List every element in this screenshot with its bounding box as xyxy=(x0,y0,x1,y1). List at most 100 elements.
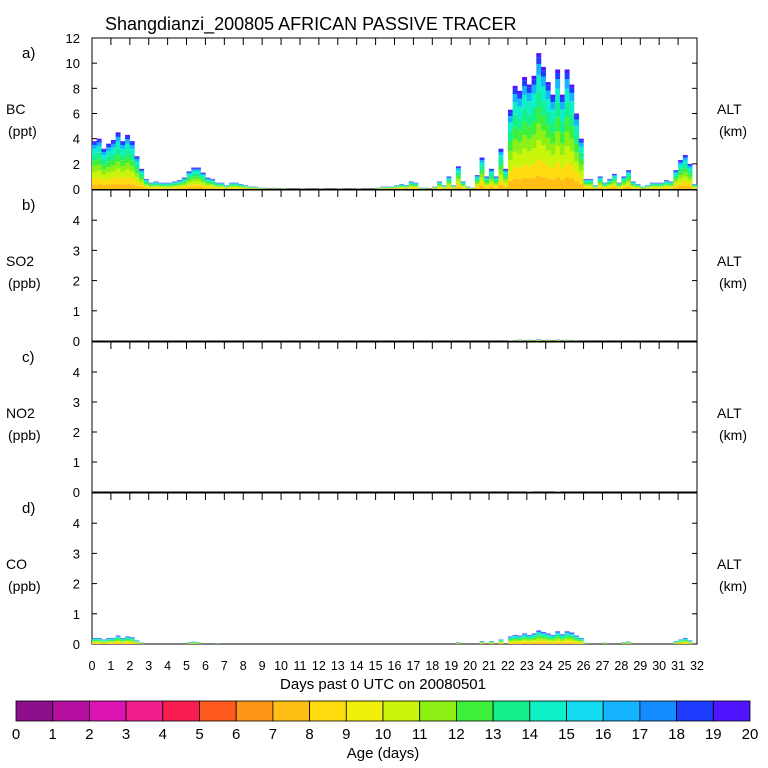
bar-age-layer xyxy=(682,168,688,173)
bar-age-layer xyxy=(115,176,121,184)
bar-age-layer xyxy=(574,113,580,116)
colorbar-cell xyxy=(566,700,604,722)
data-bar xyxy=(578,138,584,189)
bar-age-layer xyxy=(92,171,97,179)
bar-age-layer xyxy=(134,181,140,186)
bar-age-layer xyxy=(503,170,509,173)
bar-age-layer xyxy=(498,160,504,165)
bar-age-layer xyxy=(507,642,513,644)
bar-age-layer xyxy=(550,109,556,122)
bar-age-layer xyxy=(626,182,632,185)
bar-age-layer xyxy=(583,184,589,186)
data-bar xyxy=(139,168,145,189)
bar-age-layer xyxy=(550,102,556,110)
bar-age-layer xyxy=(550,636,556,638)
data-bar xyxy=(96,138,102,189)
data-bar xyxy=(517,90,523,189)
y-tick-label: 4 xyxy=(73,132,80,147)
y-tick-label: 0 xyxy=(73,334,80,349)
data-bar xyxy=(649,182,655,189)
bar-age-layer xyxy=(110,184,116,189)
bar-age-layer xyxy=(574,636,580,638)
bar-age-layer xyxy=(106,639,112,641)
bar-age-layer xyxy=(682,181,688,186)
data-bar xyxy=(262,187,268,189)
bar-age-layer xyxy=(115,636,121,637)
bar-age-layer xyxy=(512,88,518,95)
panel-frame xyxy=(91,37,698,190)
bar-age-layer xyxy=(541,115,546,131)
bar-age-layer xyxy=(673,179,679,183)
bar-age-layer xyxy=(526,635,532,637)
bar-age-layer xyxy=(489,181,494,185)
bar-age-layer xyxy=(564,131,570,146)
bar-age-layer xyxy=(210,187,216,189)
bar-age-layer xyxy=(559,143,565,156)
bar-age-layer xyxy=(630,184,636,186)
bar-age-layer xyxy=(574,637,580,639)
bar-age-layer xyxy=(507,637,513,638)
bar-age-layer xyxy=(498,151,504,156)
bar-age-layer xyxy=(654,183,660,185)
data-bar xyxy=(214,643,220,644)
data-bar xyxy=(687,163,693,189)
bar-age-layer xyxy=(541,176,546,189)
bar-age-layer xyxy=(158,185,164,187)
bar-age-layer xyxy=(200,175,206,178)
panel-letter: b) xyxy=(22,197,35,214)
bar-age-layer xyxy=(110,141,116,144)
bar-age-layer xyxy=(569,84,575,88)
colorbar-tick-label: 17 xyxy=(632,726,649,743)
bar-age-layer xyxy=(172,183,178,185)
bar-age-layer xyxy=(455,172,461,176)
bar-age-layer xyxy=(578,146,584,153)
x-tick-label: 23 xyxy=(520,659,534,673)
data-bar xyxy=(555,339,561,341)
bar-age-layer xyxy=(210,182,216,185)
bar-age-layer xyxy=(512,85,518,89)
bar-age-layer xyxy=(678,168,684,172)
species-units: (ppb) xyxy=(8,427,41,443)
data-bar xyxy=(611,173,617,189)
bar-age-layer xyxy=(635,187,641,189)
colorbar-tick-label: 11 xyxy=(412,726,428,743)
bar-age-layer xyxy=(522,80,528,86)
bar-age-layer xyxy=(106,179,112,185)
data-bar xyxy=(120,637,126,644)
bar-age-layer xyxy=(517,153,523,168)
bar-age-layer xyxy=(517,93,523,99)
colorbar-cell xyxy=(419,700,457,722)
bar-age-layer xyxy=(559,97,565,103)
bar-age-layer xyxy=(507,181,513,189)
bar-age-layer xyxy=(559,635,565,636)
data-bar xyxy=(134,156,140,189)
bar-age-layer xyxy=(139,181,145,185)
bar-age-layer xyxy=(125,134,131,137)
colorbar-tick-label: 2 xyxy=(85,726,93,743)
bar-age-layer xyxy=(611,178,617,180)
bar-age-layer xyxy=(507,171,513,182)
bar-age-layer xyxy=(115,132,121,135)
species-units: (ppb) xyxy=(8,275,41,291)
bar-age-layer xyxy=(153,182,159,184)
bar-age-layer xyxy=(460,184,466,186)
bar-age-layer xyxy=(602,185,608,187)
bar-age-layer xyxy=(115,637,121,639)
data-bar xyxy=(545,633,551,644)
bar-age-layer xyxy=(522,85,528,95)
bar-age-layer xyxy=(512,639,518,641)
bar-age-layer xyxy=(92,178,97,185)
bar-age-layer xyxy=(682,643,688,644)
bar-age-layer xyxy=(134,156,140,158)
bar-age-layer xyxy=(474,176,480,178)
bar-age-layer xyxy=(522,636,528,638)
bar-age-layer xyxy=(678,186,684,189)
bar-age-layer xyxy=(607,179,613,180)
bar-age-layer xyxy=(517,636,523,638)
bar-age-layer xyxy=(564,632,570,634)
bar-age-layer xyxy=(559,132,565,144)
bar-age-layer xyxy=(120,166,126,172)
bar-age-layer xyxy=(621,179,627,182)
bar-age-layer xyxy=(526,638,532,640)
bar-age-layer xyxy=(162,187,168,189)
